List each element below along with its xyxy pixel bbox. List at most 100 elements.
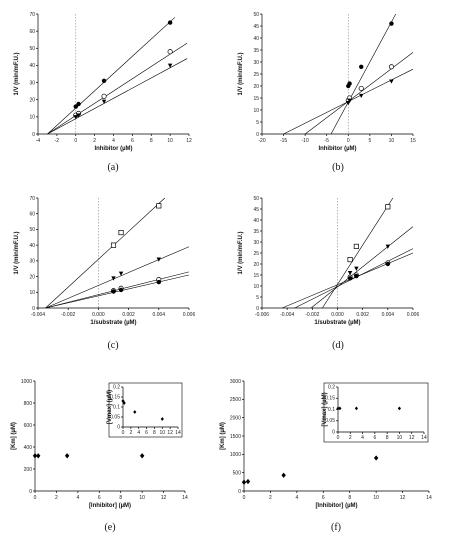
fit-line <box>282 252 414 309</box>
y-tick-label: 2000 <box>230 415 241 421</box>
x-tick-label: 6 <box>98 495 101 501</box>
x-tick-label: 6 <box>322 495 325 501</box>
panel-a: -4 -2 0 2 4 6 8 10 12 0 10 20 30 40 50 60 70 Inhibitor (µ… <box>14 12 192 173</box>
inset-data-point <box>354 406 359 411</box>
data-point <box>353 243 359 249</box>
y-tick-label: 35 <box>253 48 259 54</box>
x-axis-label: Inhibitor (µM) <box>94 146 132 152</box>
data-point <box>359 64 364 70</box>
x-tick-label: 8 <box>150 138 153 144</box>
x-tick-label: -15 <box>280 138 287 144</box>
data-point <box>36 453 41 459</box>
fit-line <box>45 271 190 309</box>
data-point <box>101 93 107 99</box>
y-tick-label: 0 <box>256 132 259 138</box>
y-tick-label: 40 <box>253 218 259 224</box>
x-tick-label: 0 <box>74 138 77 144</box>
inset-x-tick-label: 6 <box>373 435 376 441</box>
inset-x-tick-label: 10 <box>160 430 166 436</box>
fit-line <box>45 274 190 309</box>
data-point <box>73 115 78 120</box>
x-tick-label: 12 <box>186 138 192 144</box>
inset-x-tick-label: 12 <box>409 435 415 441</box>
inset-x-tick-label: 14 <box>175 430 181 436</box>
inset-frame <box>108 382 183 438</box>
x-axis-label: 1/substrate (µM) <box>90 320 136 326</box>
data-point <box>354 273 359 279</box>
y-tick-label: 60 <box>29 211 35 217</box>
inset-y-tick-label: 0.2 <box>113 384 120 390</box>
data-point <box>139 453 145 459</box>
x-tick-label: 0.002 <box>122 312 135 318</box>
x-tick-label: 6 <box>131 138 134 144</box>
x-axis-label: 1/substrate (µM) <box>314 320 360 326</box>
data-point <box>167 63 173 68</box>
inset-y-tick-label: 0.1 <box>328 407 335 413</box>
inset-y-tick-label: 0.2 <box>328 384 335 390</box>
inset-data-point <box>336 406 340 411</box>
data-point <box>167 49 173 55</box>
y-tick-label: 25 <box>253 251 259 257</box>
data-point <box>156 203 162 209</box>
y-tick-label: 1500 <box>230 434 241 440</box>
x-tick-label: -0.004 <box>280 312 294 318</box>
inset-data-point <box>338 406 342 411</box>
x-tick-label: 0 <box>347 138 350 144</box>
fit-line <box>47 58 188 135</box>
x-tick-label: 8 <box>119 495 122 501</box>
y-tick-label: 500 <box>233 470 242 476</box>
y-tick-label: 70 <box>29 12 35 18</box>
y-tick-label: 30 <box>253 240 259 246</box>
x-axis-label: [Inhibitor] (µM) <box>89 503 131 509</box>
panel-label: (f) <box>331 522 341 533</box>
data-point <box>388 64 394 70</box>
y-tick-label: 0 <box>32 132 35 138</box>
y-tick-label: 5 <box>256 295 259 301</box>
x-tick-label: 4 <box>76 495 79 501</box>
y-tick-label: 200 <box>24 467 33 473</box>
x-tick-label: 15 <box>410 138 416 144</box>
data-point <box>347 81 352 86</box>
inset-y-tick-label: 0 <box>117 424 120 430</box>
y-tick-label: 0 <box>238 489 241 495</box>
data-point <box>118 287 124 293</box>
data-point <box>64 453 70 459</box>
data-point <box>358 85 364 91</box>
x-tick-label: 0.002 <box>356 312 369 318</box>
x-tick-label: 0.006 <box>407 312 420 318</box>
panel-label: (d) <box>332 340 344 351</box>
data-point <box>111 289 116 294</box>
data-point <box>101 78 107 84</box>
fit-line <box>47 17 176 135</box>
y-tick-label: 20 <box>29 274 35 280</box>
inset-y-tick-label: 0.15 <box>325 396 335 402</box>
panel-label: (e) <box>104 522 115 533</box>
data-point <box>32 453 38 459</box>
y-tick-label: 70 <box>29 196 35 202</box>
inset-frame <box>323 382 429 443</box>
data-point <box>156 257 161 262</box>
panel-label: (a) <box>107 162 118 173</box>
x-tick-label: -5 <box>324 138 329 144</box>
inset-y-tick-label: 0.15 <box>110 394 120 400</box>
y-tick-label: 40 <box>29 63 35 69</box>
fit-line <box>330 13 397 135</box>
inset-x-tick-label: 8 <box>386 435 389 441</box>
x-tick-label: 0 <box>243 495 246 501</box>
x-tick-label: 2 <box>55 495 58 501</box>
y-tick-label: 3000 <box>230 379 241 385</box>
data-point <box>167 20 173 25</box>
y-tick-label: 40 <box>253 36 259 42</box>
data-point <box>347 276 353 281</box>
data-point <box>245 478 251 485</box>
y-tick-label: 20 <box>29 97 35 103</box>
fit-line <box>304 52 414 135</box>
x-tick-label: -0.002 <box>61 312 75 318</box>
x-tick-label: -10 <box>302 138 309 144</box>
y-tick-label: 15 <box>253 96 259 102</box>
data-point <box>373 455 379 461</box>
inset-x-tick-label: 2 <box>129 430 132 436</box>
x-tick-label: -0.004 <box>31 312 45 318</box>
y-tick-label: 2500 <box>230 397 241 403</box>
